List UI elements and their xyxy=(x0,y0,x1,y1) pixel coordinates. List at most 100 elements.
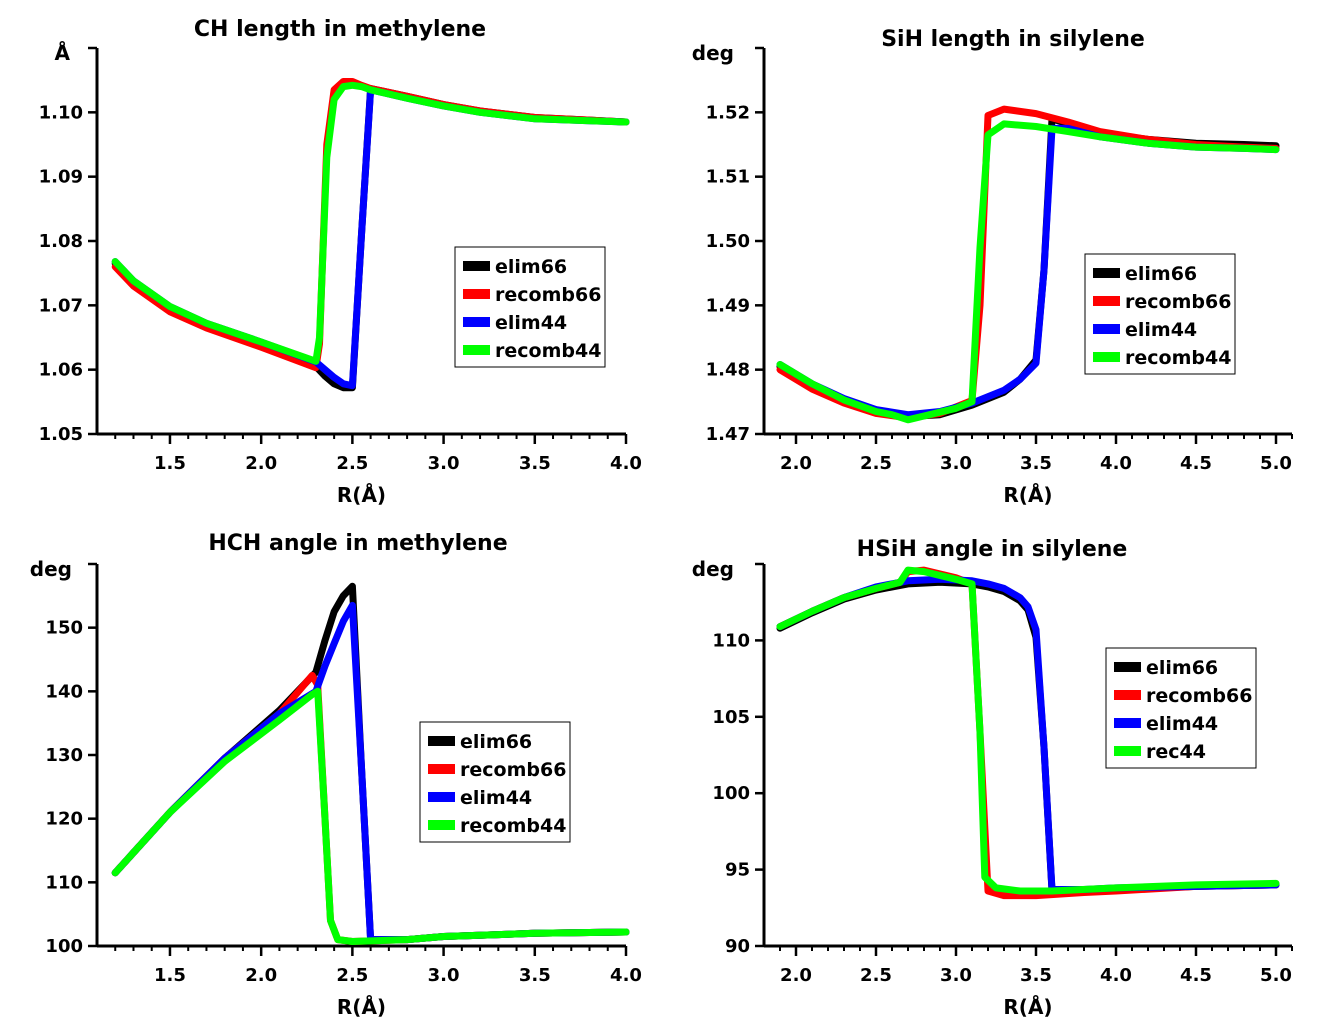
legend-swatch-recomb44 xyxy=(463,345,490,355)
legend-label: elim44 xyxy=(495,312,567,334)
legend: elim66 recomb66 elim44 recomb44 xyxy=(454,246,606,368)
legend-label: recomb44 xyxy=(1125,347,1231,369)
legend-label: elim44 xyxy=(1146,713,1218,735)
legend-swatch-elim44 xyxy=(1114,718,1141,728)
x-tick-label: 2.0 xyxy=(245,453,277,474)
legend: elim66 recomb66 elim44 rec44 xyxy=(1105,647,1257,769)
x-tick-label: 3.0 xyxy=(940,965,972,986)
chart-panel-1: CH length in methylene Å 1.05 1.06 1.07 1.08 1… xyxy=(39,17,642,507)
legend-label: elim44 xyxy=(460,787,532,809)
legend-swatch-elim66 xyxy=(463,261,490,271)
x-tick-label: 4.0 xyxy=(1100,965,1132,986)
legend-label: elim44 xyxy=(1125,319,1197,341)
x-axis-label: R(Å) xyxy=(337,995,386,1019)
x-tick-label: 4.5 xyxy=(1180,965,1212,986)
legend-swatch-recomb44 xyxy=(1093,352,1120,362)
y-tick-label: 140 xyxy=(45,681,83,702)
y-tick-label: 105 xyxy=(712,707,750,728)
series-line-recomb44 xyxy=(111,81,630,365)
legend-label: rec44 xyxy=(1146,741,1206,763)
chart-panel-2: SiH length in silylene deg 1.47 1.48 1.49 1.5… xyxy=(692,27,1293,507)
x-tick-label: 5.0 xyxy=(1260,965,1292,986)
x-axis-label: R(Å) xyxy=(1003,995,1052,1019)
legend-label: recomb44 xyxy=(460,815,566,837)
y-tick-label: 1.47 xyxy=(706,424,750,445)
x-tick-label: 2.0 xyxy=(245,965,277,986)
x-axis-label: R(Å) xyxy=(1003,483,1052,507)
x-tick-label: 1.5 xyxy=(154,965,186,986)
y-tick-label: 1.49 xyxy=(706,295,750,316)
legend-swatch-recomb66 xyxy=(1114,690,1141,700)
y-tick-label: 100 xyxy=(712,783,750,804)
y-axis-label: Å xyxy=(55,41,71,65)
x-tick-label: 3.5 xyxy=(1020,453,1052,474)
y-tick-label: 100 xyxy=(45,936,83,957)
legend-label: recomb66 xyxy=(495,284,601,306)
y-tick-label: 1.10 xyxy=(39,102,83,123)
legend-swatch-elim66 xyxy=(1114,662,1141,672)
chart-panel-4: HSiH angle in silylene deg 90 95 100 105 110 2.… xyxy=(692,537,1293,1019)
y-tick-label: 120 xyxy=(45,809,83,830)
x-tick-label: 5.0 xyxy=(1260,453,1292,474)
x-tick-label: 2.5 xyxy=(336,453,368,474)
y-axis-label: deg xyxy=(30,557,72,581)
y-tick-label: 95 xyxy=(725,860,750,881)
legend-swatch-elim66 xyxy=(428,736,455,746)
legend-swatch-elim44 xyxy=(428,792,455,802)
chart-title: CH length in methylene xyxy=(194,17,486,42)
y-tick-label: 110 xyxy=(712,630,750,651)
chart-title: SiH length in silylene xyxy=(881,27,1145,52)
legend-swatch-elim44 xyxy=(463,317,490,327)
y-tick-label: 1.08 xyxy=(39,231,83,252)
x-tick-label: 3.5 xyxy=(519,453,551,474)
x-tick-label: 3.5 xyxy=(519,965,551,986)
series-line-rec44 xyxy=(776,566,1280,895)
y-tick-label: 150 xyxy=(45,618,83,639)
x-tick-label: 2.5 xyxy=(860,965,892,986)
y-tick-label: 110 xyxy=(45,872,83,893)
x-tick-label: 2.5 xyxy=(336,965,368,986)
legend-swatch-recomb66 xyxy=(463,289,490,299)
legend-swatch-elim44 xyxy=(1093,324,1120,334)
chart-title: HSiH angle in silylene xyxy=(857,537,1128,562)
x-tick-label: 3.0 xyxy=(940,453,972,474)
x-tick-label: 3.5 xyxy=(1020,965,1052,986)
x-tick-label: 4.5 xyxy=(1180,453,1212,474)
x-tick-label: 2.5 xyxy=(860,453,892,474)
y-tick-label: 90 xyxy=(725,936,750,957)
legend-swatch-elim66 xyxy=(1093,268,1120,278)
legend-label: recomb44 xyxy=(495,340,601,362)
y-tick-label: 1.50 xyxy=(706,231,750,252)
y-tick-label: 1.51 xyxy=(706,167,750,188)
y-tick-label: 1.09 xyxy=(39,167,83,188)
y-axis-label: deg xyxy=(692,41,734,65)
y-tick-label: 1.07 xyxy=(39,295,83,316)
legend-swatch-rec44 xyxy=(1114,746,1141,756)
x-tick-label: 4.0 xyxy=(1100,453,1132,474)
legend-label: elim66 xyxy=(1125,263,1197,285)
x-tick-label: 4.0 xyxy=(610,965,642,986)
chart-title: HCH angle in methylene xyxy=(208,531,507,556)
legend-label: recomb66 xyxy=(460,759,566,781)
y-tick-label: 1.52 xyxy=(706,102,750,123)
legend-label: recomb66 xyxy=(1146,685,1252,707)
legend-swatch-recomb66 xyxy=(1093,296,1120,306)
x-axis-label: R(Å) xyxy=(337,483,386,507)
y-tick-label: 1.48 xyxy=(706,360,750,381)
x-tick-label: 1.5 xyxy=(154,453,186,474)
legend-label: elim66 xyxy=(460,731,532,753)
legend-swatch-recomb66 xyxy=(428,764,455,774)
legend-label: elim66 xyxy=(1146,657,1218,679)
chart-panel-3: HCH angle in methylene deg 100 110 120 130 140… xyxy=(30,531,642,1019)
legend-label: elim66 xyxy=(495,256,567,278)
series-line-recomb44 xyxy=(111,687,630,945)
y-tick-label: 130 xyxy=(45,745,83,766)
x-tick-label: 3.0 xyxy=(428,453,460,474)
x-tick-label: 2.0 xyxy=(780,453,812,474)
legend: elim66 recomb66 elim44 recomb44 xyxy=(1084,253,1236,375)
legend-swatch-recomb44 xyxy=(428,820,455,830)
legend: elim66 recomb66 elim44 recomb44 xyxy=(419,721,571,843)
legend-label: recomb66 xyxy=(1125,291,1231,313)
x-tick-label: 2.0 xyxy=(780,965,812,986)
